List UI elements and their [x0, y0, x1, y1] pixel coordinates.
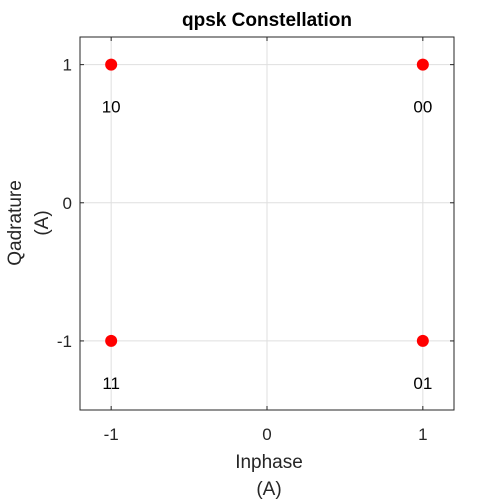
point-annotation: 01 — [413, 374, 432, 393]
point-annotation: 00 — [413, 98, 432, 117]
x-tick-label: 1 — [418, 425, 427, 444]
x-tick-label: 0 — [262, 425, 271, 444]
point-annotations: 10 00 11 01 — [102, 98, 433, 393]
data-points — [105, 58, 429, 347]
y-tick-label: 0 — [63, 194, 72, 213]
y-tick-labels: -1 0 1 — [57, 56, 72, 351]
y-axis-label-line-2: (A) — [32, 210, 53, 235]
data-point — [416, 58, 429, 71]
y-axis-label-line-1: Qadrature — [5, 180, 26, 266]
point-annotation: 11 — [102, 374, 120, 393]
axis-ticks — [80, 37, 454, 410]
y-axis-label-group: Qadrature (A) — [5, 180, 53, 266]
data-point — [416, 334, 429, 347]
x-tick-labels: -1 0 1 — [104, 425, 428, 444]
data-point — [105, 58, 118, 71]
chart-title: qpsk Constellation — [182, 10, 352, 31]
y-tick-label: -1 — [57, 332, 72, 351]
x-axis-label-line-1: Inphase — [235, 452, 303, 473]
point-annotation: 10 — [102, 98, 121, 117]
y-tick-label: 1 — [63, 56, 72, 75]
x-axis-label-line-2: (A) — [256, 479, 281, 500]
grid-lines — [80, 37, 454, 410]
data-point — [105, 334, 118, 347]
x-tick-label: -1 — [104, 425, 119, 444]
